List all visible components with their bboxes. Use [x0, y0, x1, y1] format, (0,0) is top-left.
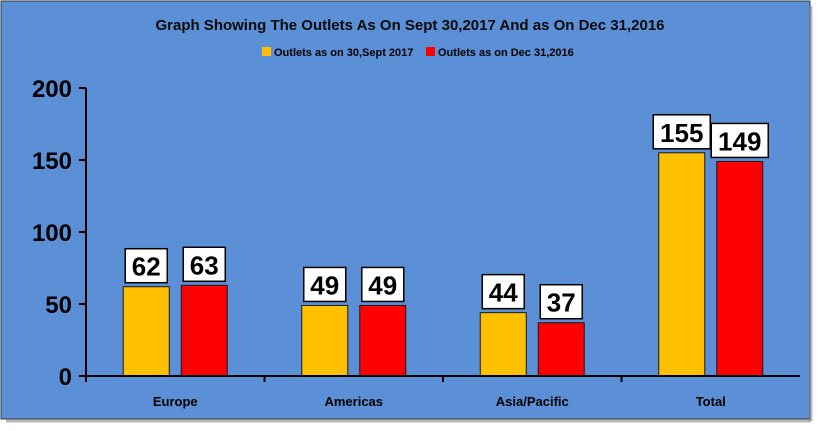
- data-label: 155: [660, 118, 703, 148]
- legend-label-series-2: Outlets as on Dec 31,2016: [438, 47, 574, 59]
- data-label: 63: [190, 250, 219, 280]
- y-tick-label: 0: [59, 364, 72, 391]
- data-labels: 62 63 49 49 44 37 155 149: [124, 114, 769, 320]
- y-axis: 0 50 100 150 200: [32, 76, 87, 391]
- x-category-label: Total: [696, 394, 726, 409]
- data-label: 37: [547, 288, 576, 318]
- bar-2: [537, 322, 585, 377]
- legend: Outlets as on 30,Sept 2017 Outlets as on…: [262, 47, 574, 59]
- data-label-box: [481, 273, 525, 310]
- bar-1: [479, 312, 527, 377]
- legend-label-series-1: Outlets as on 30,Sept 2017: [274, 47, 413, 59]
- data-label-box: [652, 114, 711, 150]
- bar-2: [716, 160, 764, 377]
- y-tick-label: 200: [32, 76, 72, 103]
- data-label: 49: [368, 270, 397, 300]
- bar-1: [122, 286, 170, 377]
- y-tick-label: 150: [32, 148, 72, 175]
- data-label: 149: [718, 126, 761, 156]
- bar-1: [658, 152, 706, 377]
- bar-2: [180, 284, 228, 377]
- y-tick-label: 50: [45, 292, 72, 319]
- data-label-box: [710, 122, 769, 159]
- data-label-box: [182, 246, 226, 283]
- data-label: 62: [132, 252, 161, 282]
- chart-title: Graph Showing The Outlets As On Sept 30,…: [155, 17, 664, 34]
- data-label-box: [303, 266, 347, 303]
- bar-1: [301, 304, 349, 377]
- x-category-label: Asia/Pacific: [496, 394, 569, 409]
- legend-swatch-series-1: [262, 47, 271, 56]
- data-label: 44: [489, 278, 518, 308]
- data-label-box: [539, 283, 583, 320]
- legend-swatch-series-2: [426, 47, 435, 56]
- x-category-label: Europe: [153, 394, 198, 409]
- x-axis: Europe Americas Asia/Pacific Total: [85, 375, 800, 409]
- data-label: 49: [310, 270, 339, 300]
- data-label-box: [361, 266, 405, 303]
- x-category-label: Americas: [324, 394, 383, 409]
- data-label-box: [124, 247, 168, 284]
- bar-2: [359, 304, 407, 377]
- y-tick-label: 100: [32, 220, 72, 247]
